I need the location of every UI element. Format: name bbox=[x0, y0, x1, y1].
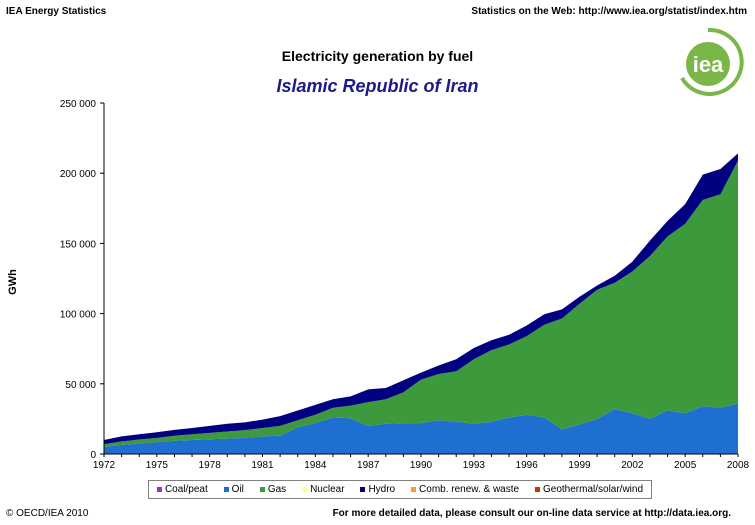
x-tick-label: 1978 bbox=[199, 460, 222, 471]
legend-swatch bbox=[223, 487, 229, 492]
legend-swatch bbox=[302, 487, 308, 492]
iea-logo: iea bbox=[680, 27, 744, 96]
area-layer bbox=[104, 153, 738, 454]
legend-item-hydro: Hydro bbox=[360, 484, 395, 495]
legend-item-oil: Oil bbox=[223, 484, 244, 495]
legend-swatch bbox=[534, 487, 540, 492]
y-tick-label: 200 000 bbox=[60, 169, 97, 180]
legend-swatch bbox=[360, 487, 366, 492]
chart-title: Electricity generation by fuel bbox=[281, 48, 474, 64]
legend-swatch bbox=[411, 487, 417, 492]
header-right-text: Statistics on the Web: http://www.iea.or… bbox=[471, 6, 747, 17]
y-tick-label: 50 000 bbox=[65, 380, 96, 391]
y-axis-label: GWh bbox=[7, 269, 19, 295]
area-gas bbox=[104, 160, 738, 447]
x-tick-label: 1987 bbox=[357, 460, 380, 471]
legend-label: Hydro bbox=[368, 484, 396, 495]
x-tick-label: 1996 bbox=[516, 460, 539, 471]
legend-item-renewables: Comb. renew. & waste bbox=[411, 484, 519, 495]
footer-note: For more detailed data, please consult o… bbox=[332, 508, 731, 519]
area-oil bbox=[104, 403, 738, 454]
legend-item-gas: Gas bbox=[259, 484, 287, 495]
copyright-text: © OECD/IEA 2010 bbox=[6, 508, 89, 519]
y-tick-label: 0 bbox=[90, 450, 96, 461]
logo-arc bbox=[680, 27, 744, 96]
x-tick-label: 1984 bbox=[304, 460, 327, 471]
x-tick-label: 2008 bbox=[727, 460, 750, 471]
y-tick-label: 150 000 bbox=[60, 239, 97, 250]
legend-label: Oil bbox=[231, 484, 244, 495]
legend-item-coal: Coal/peat bbox=[156, 484, 208, 495]
axes-layer: 0 50 000 100 000 150 000 200 000 250 000 1972 1… bbox=[60, 99, 750, 471]
legend-item-geothermal: Geothermal/solar/wind bbox=[534, 484, 644, 495]
header-left-text: IEA Energy Statistics bbox=[6, 6, 107, 17]
legend-label: Nuclear bbox=[310, 484, 345, 495]
legend-swatch bbox=[156, 487, 162, 492]
y-tick-label: 250 000 bbox=[60, 99, 97, 110]
x-tick-label: 1972 bbox=[93, 460, 116, 471]
x-tick-label: 2005 bbox=[674, 460, 697, 471]
logo-disc bbox=[686, 42, 730, 86]
x-tick-label: 1993 bbox=[463, 460, 486, 471]
legend-label: Comb. renew. & waste bbox=[419, 484, 520, 495]
logo-text: iea bbox=[693, 52, 724, 77]
x-tick-label: 1981 bbox=[251, 460, 274, 471]
legend-swatch bbox=[259, 487, 265, 492]
legend-item-nuclear: Nuclear bbox=[302, 484, 345, 495]
legend-label: Coal/peat bbox=[164, 484, 208, 495]
legend-label: Geothermal/solar/wind bbox=[542, 484, 644, 495]
x-tick-label: 1990 bbox=[410, 460, 433, 471]
x-tick-label: 1999 bbox=[568, 460, 591, 471]
chart-legend: Coal/peat Oil Gas Nuclear Hydro Comb. renew. … bbox=[148, 480, 652, 499]
x-tick-label: 1975 bbox=[146, 460, 169, 471]
y-tick-label: 100 000 bbox=[60, 310, 97, 321]
legend-label: Gas bbox=[267, 484, 287, 495]
x-tick-label: 2002 bbox=[621, 460, 644, 471]
chart-subtitle: Islamic Republic of Iran bbox=[276, 76, 479, 96]
